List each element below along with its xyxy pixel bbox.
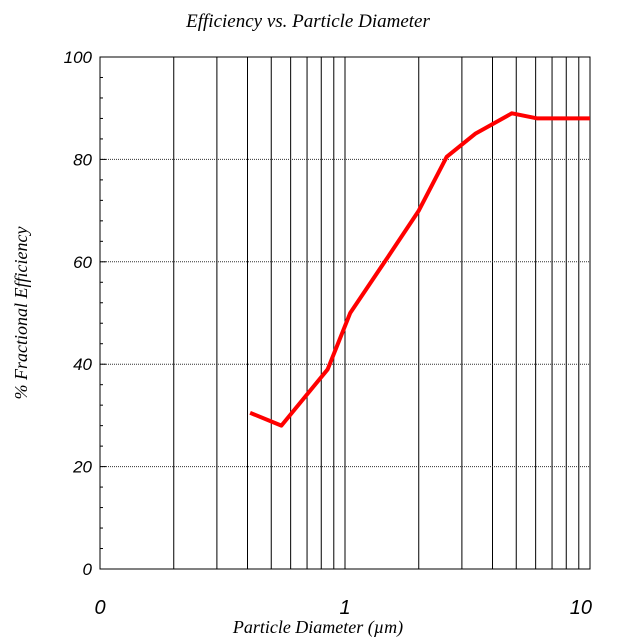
y-tick-label: 60 bbox=[73, 253, 92, 272]
y-tick-label: 40 bbox=[73, 355, 92, 374]
y-tick-label: 100 bbox=[64, 48, 93, 67]
y-axis-label: % Fractional Efficiency bbox=[11, 227, 31, 400]
x-tick-label: 10 bbox=[570, 597, 592, 619]
x-tick-label: 1 bbox=[339, 597, 350, 619]
plot-frame bbox=[99, 56, 591, 570]
x-tick-label: 0 bbox=[94, 597, 105, 619]
grid bbox=[100, 57, 590, 569]
y-tick-label: 20 bbox=[72, 458, 92, 477]
y-tick-label: 80 bbox=[73, 150, 92, 169]
x-axis-label: Particle Diameter (µm) bbox=[232, 617, 403, 638]
x-tick-labels: 0 1 10 bbox=[94, 597, 592, 619]
y-tick-labels: 0 20 40 60 80 100 bbox=[64, 48, 93, 579]
series-line bbox=[249, 111, 590, 428]
series-group bbox=[249, 111, 590, 428]
axis-ticks bbox=[100, 56, 106, 570]
chart-title: Efficiency vs. Particle Diameter bbox=[185, 11, 430, 32]
y-tick-label: 0 bbox=[83, 560, 93, 579]
